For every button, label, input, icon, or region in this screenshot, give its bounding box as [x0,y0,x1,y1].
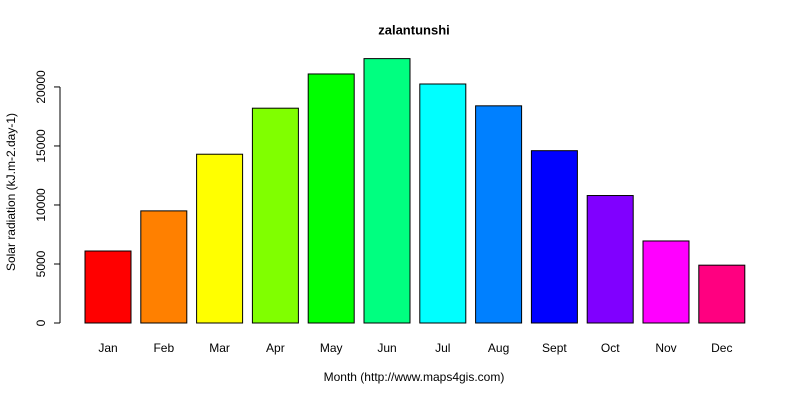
x-tick-label: Aug [488,341,509,355]
x-tick-label: Sept [542,341,567,355]
bar [84,250,132,324]
x-tick-label: Oct [601,341,620,355]
bar [530,150,578,324]
x-tick-label: Nov [655,341,676,355]
x-tick-label: Mar [209,341,230,355]
bar [363,58,411,324]
bar [642,240,690,324]
y-tick-label: 0 [34,319,48,326]
y-tick-label: 20000 [34,70,48,104]
bar [307,73,355,324]
y-tick-label: 5000 [34,250,48,277]
x-tick-label: Jan [98,341,117,355]
bar [586,195,634,324]
x-tick-label: Apr [266,341,285,355]
chart-title: zalantunshi [378,22,450,37]
y-axis-title: Solar radiation (kJ.m-2.day-1) [4,113,18,271]
x-tick-label: Jul [435,341,450,355]
bar [140,210,188,324]
bar [419,83,467,324]
bar [196,153,244,324]
x-axis-title: Month (http://www.maps4gis.com) [324,370,505,384]
bar [475,105,523,324]
x-tick-label: May [320,341,343,355]
x-tick-label: Dec [711,341,732,355]
bar [251,107,299,324]
y-tick-label: 10000 [34,188,48,222]
x-tick-label: Feb [153,341,174,355]
bar [698,264,746,324]
x-tick-label: Jun [377,341,396,355]
y-tick-label: 15000 [34,129,48,163]
